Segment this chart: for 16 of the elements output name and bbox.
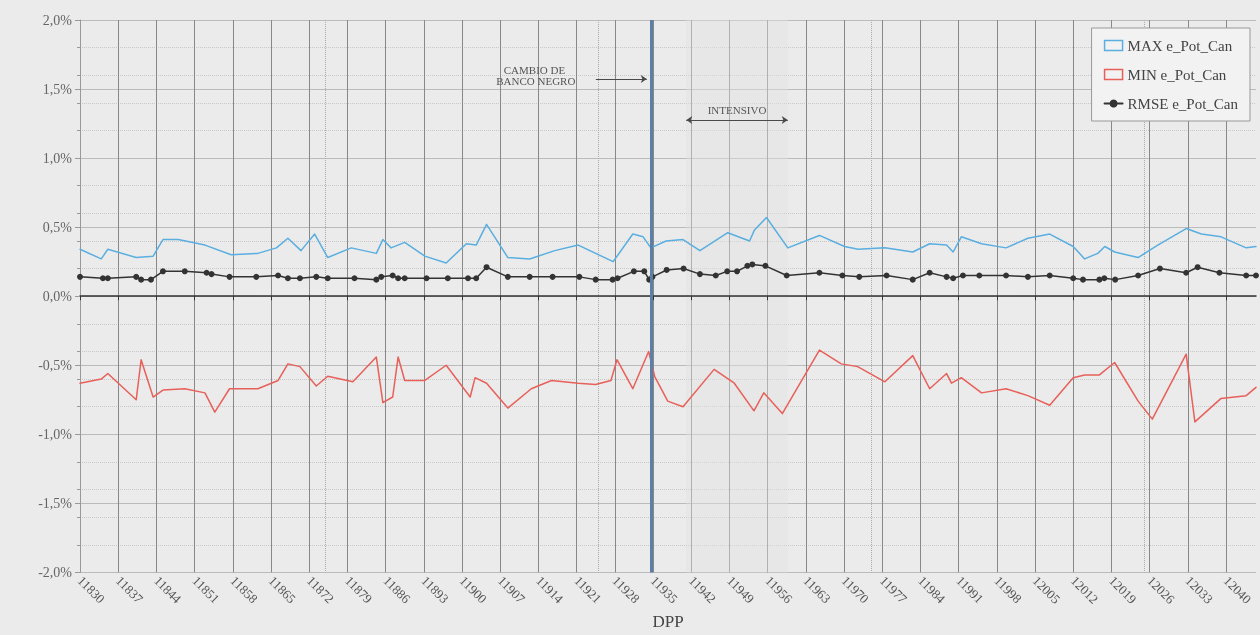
line-series bbox=[79, 349, 1257, 423]
x-axis-title: DPP bbox=[652, 612, 684, 631]
y-tick-label: 0,0% bbox=[42, 288, 73, 304]
legend-label: RMSE e_Pot_Can bbox=[1127, 95, 1239, 112]
y-tick-label: -0,5% bbox=[38, 357, 73, 373]
legend-label: MAX e_Pot_Can bbox=[1127, 37, 1233, 54]
y-tick-label: 0,5% bbox=[42, 219, 73, 235]
y-tick-label: 1,0% bbox=[42, 150, 73, 166]
y-tick-label: 2,0% bbox=[42, 12, 73, 28]
y-tick-label: -2,0% bbox=[38, 564, 73, 580]
legend-label: MIN e_Pot_Can bbox=[1127, 66, 1227, 83]
line-series bbox=[79, 216, 1257, 264]
y-tick-label: -1,0% bbox=[38, 426, 73, 442]
band-label: INTENSIVO bbox=[707, 103, 767, 116]
y-tick-label: -1,5% bbox=[38, 495, 73, 511]
y-tick-label: 1,5% bbox=[42, 81, 73, 97]
